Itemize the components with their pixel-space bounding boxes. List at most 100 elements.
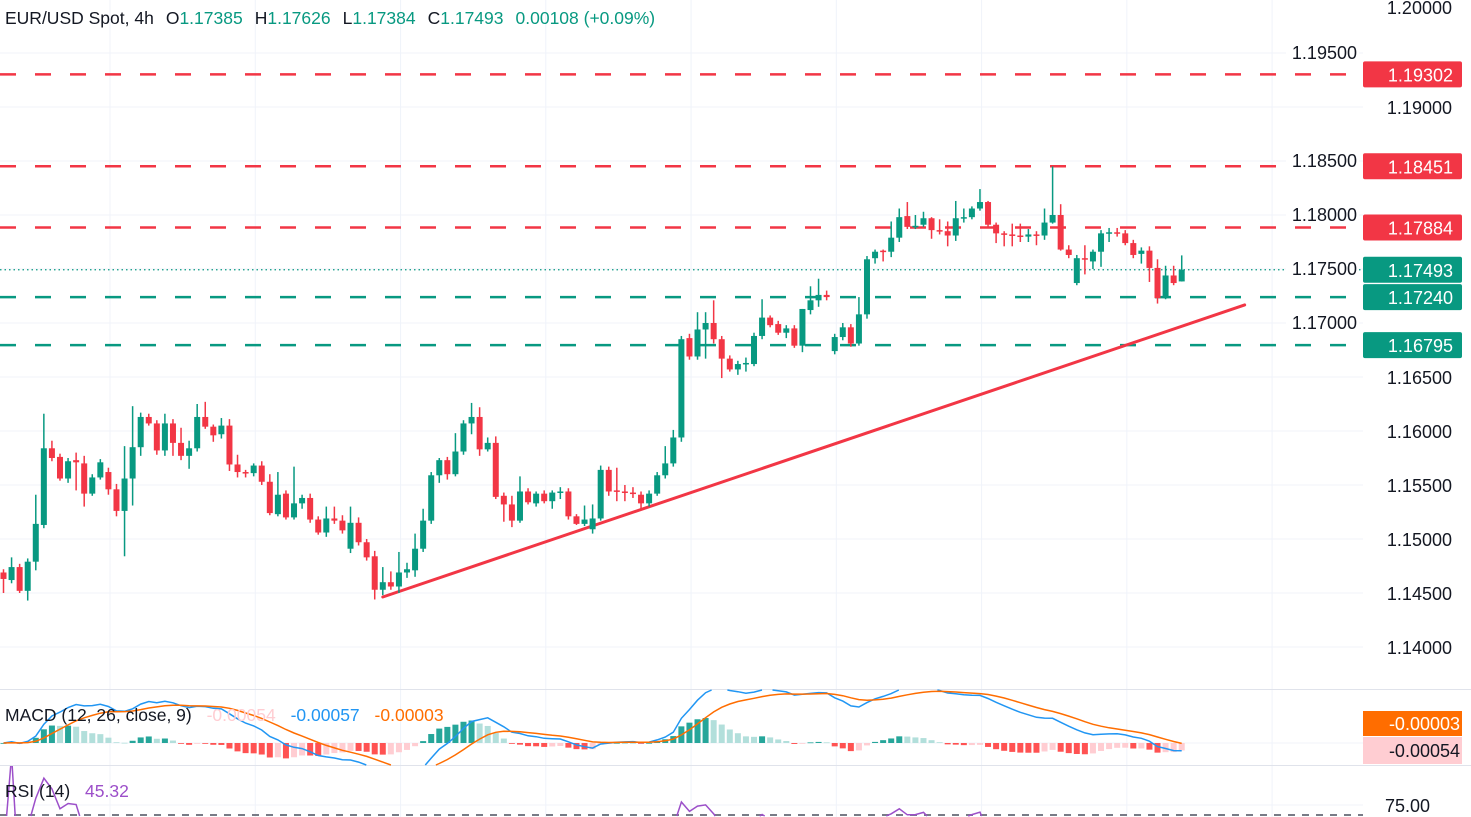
candle-body xyxy=(880,250,887,253)
candle xyxy=(1009,223,1016,247)
candle xyxy=(1057,204,1064,251)
candle xyxy=(242,469,249,478)
candle-body xyxy=(97,462,104,478)
candle-body xyxy=(605,469,612,492)
price-level-label: 1.19302 xyxy=(1363,61,1462,88)
candle-body xyxy=(1098,233,1105,252)
candle xyxy=(492,436,499,500)
macd-histogram-bar xyxy=(81,731,88,743)
candle-body xyxy=(904,216,911,227)
macd-histogram-bar xyxy=(1170,743,1177,753)
candle xyxy=(436,458,443,483)
price-level-label: 1.17493 xyxy=(1363,256,1462,283)
candle xyxy=(355,517,362,546)
candle-body xyxy=(153,423,160,451)
macd-histogram-bar xyxy=(56,725,63,743)
candle xyxy=(1130,239,1137,259)
candle-body xyxy=(73,460,80,463)
candle xyxy=(1081,245,1088,275)
macd-histogram-bar xyxy=(855,743,862,751)
candle xyxy=(145,413,152,426)
candle xyxy=(783,325,790,339)
candle xyxy=(121,446,128,557)
macd-histogram-bar xyxy=(960,743,967,746)
candle-body xyxy=(872,251,879,259)
price-level-badge xyxy=(1363,256,1462,283)
candle-body xyxy=(387,582,394,587)
candle-body xyxy=(40,448,47,525)
candle-body xyxy=(81,463,88,494)
candle xyxy=(1041,208,1048,240)
symbol-title[interactable]: EUR/USD Spot, 4h xyxy=(5,8,154,28)
candle xyxy=(847,324,854,347)
candle xyxy=(1065,245,1072,259)
candle-body xyxy=(613,490,620,492)
candle xyxy=(1106,227,1113,242)
macd-signal-text: -0.00003 xyxy=(1389,714,1460,734)
rsi-tick-label: 75.00 xyxy=(1385,796,1430,816)
candle-body xyxy=(129,447,136,479)
candle xyxy=(299,494,306,509)
candle xyxy=(1089,249,1096,269)
macd-histogram-bar xyxy=(307,743,314,756)
macd-histogram-bar xyxy=(0,743,7,744)
candle-body xyxy=(202,416,209,427)
price-tick-label: 1.15000 xyxy=(1387,530,1452,550)
candle-body xyxy=(452,451,459,475)
macd-histogram-bar xyxy=(1065,743,1072,754)
candle-body xyxy=(274,494,281,515)
candle xyxy=(775,320,782,335)
candle xyxy=(888,221,895,258)
price-axis: 1.14000 1.14500 1.15000 1.15500 1.16000 1.165… xyxy=(1286,0,1452,816)
macd-histogram-bar xyxy=(347,743,354,751)
candle xyxy=(266,474,273,516)
candle xyxy=(307,493,314,523)
price-tick-label: 1.16000 xyxy=(1387,422,1452,442)
candle xyxy=(48,440,55,462)
candle-body xyxy=(541,493,548,502)
candle xyxy=(944,221,951,247)
candle xyxy=(670,429,677,467)
macd-signal-value: -0.00003 xyxy=(374,705,444,725)
candles xyxy=(0,166,1185,601)
candle-body xyxy=(589,518,596,530)
candle xyxy=(1025,229,1032,242)
candle-body xyxy=(976,202,983,209)
candle-body xyxy=(1049,215,1056,223)
open-label: O xyxy=(165,8,180,28)
candle xyxy=(194,404,201,452)
macd-histogram-bar xyxy=(1009,743,1016,752)
macd-histogram-bar xyxy=(557,743,564,746)
candle xyxy=(24,558,31,601)
candle xyxy=(976,189,983,211)
candle xyxy=(250,463,257,477)
candle-body xyxy=(121,478,128,511)
macd-histogram-bar xyxy=(315,743,322,757)
macd-line-value: -0.00057 xyxy=(290,705,360,725)
price-tick-label: 1.19500 xyxy=(1292,43,1357,63)
price-tick: 1.19500 xyxy=(1286,42,1359,64)
rsi-title[interactable]: RSI (14) xyxy=(5,781,71,801)
candle xyxy=(1170,265,1177,286)
candle xyxy=(129,406,136,506)
macd-histogram-bar xyxy=(896,736,903,743)
candle-body xyxy=(242,472,249,474)
macd-histogram-bar xyxy=(40,729,47,743)
macd-histogram-bar xyxy=(266,743,273,758)
candle-body xyxy=(968,208,975,218)
macd-histogram-bar xyxy=(395,743,402,753)
candle xyxy=(56,453,63,481)
macd-title[interactable]: MACD (12, 26, close, 9) xyxy=(5,705,192,725)
macd-histogram-bar xyxy=(807,742,814,744)
candle-body xyxy=(815,294,822,301)
macd-histogram-bar xyxy=(234,743,241,752)
macd-histogram-bar xyxy=(1049,743,1056,750)
rsi-pane xyxy=(0,765,1363,817)
candle-body xyxy=(662,463,669,476)
macd-histogram-bar xyxy=(436,728,443,743)
candle-body xyxy=(500,495,507,505)
price-level-text: 1.17884 xyxy=(1388,219,1453,239)
candle xyxy=(613,467,620,502)
candle-body xyxy=(993,224,1000,234)
